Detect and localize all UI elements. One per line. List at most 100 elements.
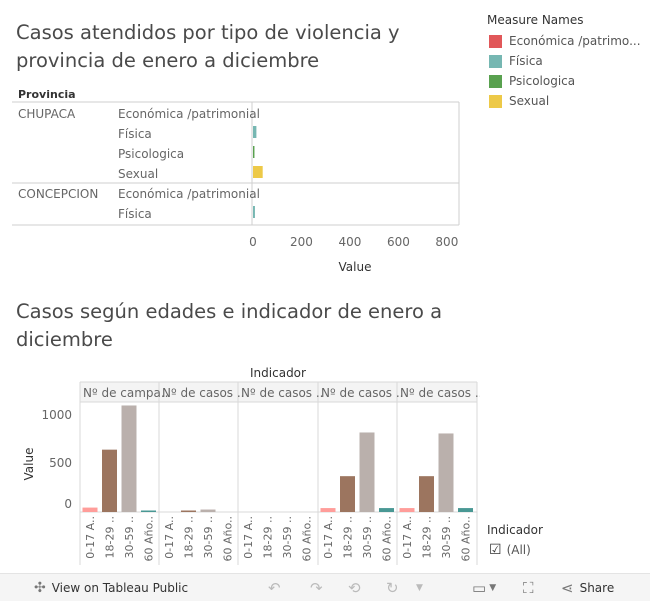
xtick-label: 60 Año..	[222, 516, 235, 562]
bar-1-panel-4[interactable]	[320, 508, 336, 512]
legend-label: Psicologica	[509, 74, 576, 88]
device-preview-button[interactable]: ▭ ▼	[472, 574, 496, 601]
measure-label: Psicologica	[118, 147, 184, 161]
chart2-title-line1: Casos según edades e indicador de enero …	[16, 300, 443, 323]
refresh-icon: ↻	[386, 578, 399, 597]
bar-3-panel-1[interactable]	[121, 405, 137, 512]
provincia-label-concepcion: CONCEPCION	[18, 187, 98, 201]
legend-item-psicologica[interactable]: Psicologica	[489, 73, 575, 89]
chart2-ylabel: Value	[22, 448, 36, 481]
chart2-title-line2: diciembre	[16, 328, 113, 351]
panel-header-label: Nº de casos ..	[241, 386, 324, 400]
xtick-label: 18-29 ..	[183, 516, 196, 558]
checkbox-checked-icon[interactable]: ☑	[489, 542, 502, 558]
xtick-label: 30-59 ..	[440, 516, 453, 558]
bar-2-panel-2[interactable]	[181, 510, 196, 513]
legend-item-fisica[interactable]: Física	[489, 53, 543, 69]
bar-sexual[interactable]	[253, 166, 263, 178]
filter-option-label: (All)	[506, 543, 531, 557]
legend-label: Física	[509, 54, 543, 68]
view-on-tableau-public-button[interactable]: ✣ View on Tableau Public	[34, 574, 188, 601]
xtick-label: 30-59 ..	[123, 516, 136, 558]
redo-button[interactable]: ↷	[310, 574, 323, 601]
xtick-label: 18-29 ..	[262, 516, 275, 558]
ytick-label: 0	[64, 497, 72, 511]
legend-item-economica[interactable]: Económica /patrimo...	[489, 33, 641, 49]
refresh-button[interactable]: ↻	[386, 574, 399, 601]
bar-física[interactable]	[253, 206, 255, 218]
chart2-column-header: Indicador	[250, 366, 306, 380]
share-label: Share	[579, 580, 615, 595]
xtick-label: 600	[387, 235, 410, 249]
measure-label: Económica /patrimonial	[118, 107, 260, 121]
xtick-label: 30-59 ..	[281, 516, 294, 558]
bar-3-panel-5[interactable]	[438, 433, 454, 512]
undo-button[interactable]: ↶	[268, 574, 281, 601]
bar-4-panel-1[interactable]	[141, 510, 156, 513]
bar-4-panel-5[interactable]	[458, 508, 473, 512]
view-on-tableau-label: View on Tableau Public	[51, 580, 189, 595]
measure-label: Física	[118, 127, 152, 141]
xtick-label: 60 Año..	[381, 516, 394, 562]
tableau-logo-icon: ✣	[34, 579, 46, 596]
bar-física[interactable]	[253, 126, 257, 138]
xtick-label: 0-17 A..	[401, 516, 414, 559]
redo-icon: ↷	[310, 578, 323, 597]
xtick-label: 18-29 ..	[104, 516, 117, 558]
provincia-label-chupaca: CHUPACA	[18, 107, 76, 121]
xtick-label: 400	[338, 235, 361, 249]
legend-swatch-economica	[489, 34, 502, 48]
bar-2-panel-5[interactable]	[419, 476, 434, 512]
revert-button[interactable]: ⟲	[348, 574, 361, 601]
bar-3-panel-2[interactable]	[200, 509, 216, 512]
legend-label: Sexual	[509, 94, 550, 108]
ytick-label: 1000	[41, 408, 72, 422]
share-button[interactable]: ⋖ Share	[561, 574, 614, 601]
panel-header-label: Nº de casos ..	[321, 386, 404, 400]
filter-title: Indicador	[487, 523, 543, 537]
measure-label: Económica /patrimonial	[118, 187, 260, 201]
legend-label: Económica /patrimo...	[509, 34, 641, 48]
undo-icon: ↶	[268, 578, 281, 597]
chart1-title-line2: provincia de enero a diciembre	[16, 49, 320, 72]
xtick-label: 0-17 A..	[163, 516, 176, 559]
tableau-toolbar: ✣ View on Tableau Public ↶ ↷ ⟲ ↻ ▼ ▭ ▼ ⛶…	[0, 573, 650, 601]
fullscreen-button[interactable]: ⛶	[523, 574, 534, 601]
bar-psicologica[interactable]	[253, 146, 255, 158]
filter-option-all[interactable]: ☑ (All)	[489, 542, 531, 558]
measure-label: Sexual	[118, 167, 158, 181]
share-icon: ⋖	[561, 578, 574, 597]
xtick-label: 0-17 A..	[322, 516, 335, 559]
panel-header-label: Nº de casos ..	[162, 386, 245, 400]
bar-4-panel-4[interactable]	[379, 508, 394, 512]
xtick-label: 800	[435, 235, 458, 249]
bar-1-panel-1[interactable]	[82, 507, 98, 512]
bar-1-panel-5[interactable]	[399, 508, 415, 512]
chart2-svg: Indicador Value 1000 500 0 Nº de campa..…	[22, 366, 480, 565]
panel-header-label: Nº de casos ..	[400, 386, 480, 400]
chevron-down-icon: ▼	[489, 582, 497, 593]
ytick-label: 500	[49, 456, 72, 470]
legend-swatch-sexual	[489, 94, 502, 108]
legend-swatch-fisica	[489, 54, 502, 68]
revert-icon: ⟲	[348, 578, 361, 597]
panel-header-band	[80, 382, 477, 402]
legend-title: Measure Names	[487, 13, 584, 27]
chart1-svg: Provincia CHUPACA CONCEPCION Económica /…	[12, 88, 460, 274]
xtick-label: 0-17 A..	[84, 516, 97, 559]
bar-3-panel-4[interactable]	[359, 432, 375, 512]
panel-header-label: Nº de campa..	[83, 386, 169, 400]
xtick-label: 18-29 ..	[421, 516, 434, 558]
chart1-row-header: Provincia	[18, 88, 76, 101]
bar-2-panel-1[interactable]	[102, 449, 117, 512]
xtick-label: 200	[290, 235, 313, 249]
xtick-label: 60 Año..	[143, 516, 156, 562]
fullscreen-icon: ⛶	[523, 578, 534, 597]
legend-swatch-psicologica	[489, 74, 502, 88]
legend-item-sexual[interactable]: Sexual	[489, 93, 549, 109]
xtick-label: 30-59 ..	[202, 516, 215, 558]
bar-2-panel-4[interactable]	[340, 476, 355, 512]
chart1-xlabel: Value	[339, 260, 372, 274]
chart1-title-line1: Casos atendidos por tipo de violencia y	[16, 21, 400, 44]
pause-dropdown[interactable]: ▼	[416, 574, 423, 601]
